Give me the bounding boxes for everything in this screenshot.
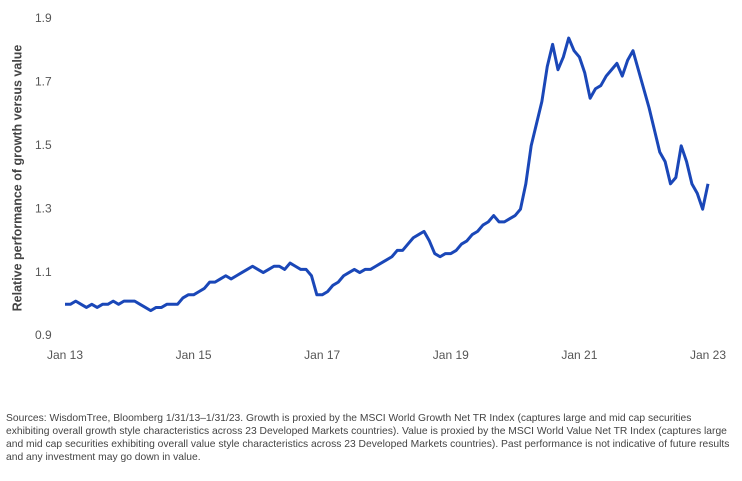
x-tick-label: Jan 23 [690, 348, 726, 362]
x-tick-label: Jan 19 [433, 348, 469, 362]
y-tick-label: 1.7 [35, 75, 52, 89]
x-tick-label: Jan 17 [304, 348, 340, 362]
y-tick-label: 1.3 [35, 201, 52, 215]
y-tick-label: 1.9 [35, 11, 52, 25]
y-tick-label: 1.5 [35, 138, 52, 152]
data-line [65, 36, 710, 313]
footnote: Sources: WisdomTree, Bloomberg 1/31/13–1… [6, 413, 730, 463]
x-tick-label: Jan 15 [176, 348, 212, 362]
x-tick-label: Jan 21 [561, 348, 597, 362]
y-axis-label: Relative performance of growth versus va… [10, 45, 24, 312]
x-tick-label: Jan 13 [47, 348, 83, 362]
chart: Relative performance of growth versus va… [10, 11, 726, 362]
y-tick-label: 0.9 [35, 328, 52, 342]
y-tick-label: 1.1 [35, 265, 52, 279]
